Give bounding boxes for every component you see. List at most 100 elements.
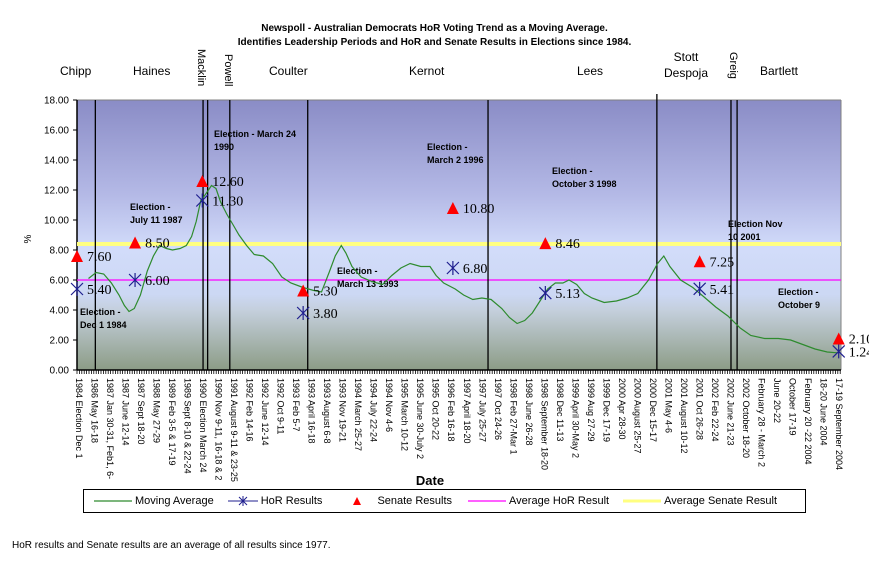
election-annotation: Election - October 9	[778, 287, 820, 310]
senate-result-marker: 8.46	[539, 237, 580, 252]
election-annotation-line: 1990	[214, 142, 234, 152]
hor-result-marker: 6.00	[128, 273, 170, 289]
leader-label-coulter: Coulter	[269, 64, 308, 78]
x-tick-label: 1998 Dec 11-13	[555, 378, 565, 441]
triangle-marker-icon	[196, 175, 209, 187]
x-tick-label: 1997 July 25-27	[477, 378, 487, 442]
election-annotation: Election - March 13 1993	[337, 266, 399, 289]
x-tick-label: 18-20 June 2004	[818, 378, 828, 446]
triangle-marker-icon	[539, 237, 552, 250]
y-tick-label: 16.00	[44, 126, 69, 137]
election-annotation-line: July 11 1987	[130, 215, 183, 225]
senate-result-label: 2.10	[849, 333, 869, 348]
hor-result-label: 3.80	[313, 307, 338, 322]
leader-label-lees: Lees	[577, 64, 604, 78]
x-tick-label: 1991 August 9-11 & 23-25	[229, 378, 239, 482]
plot-area	[77, 100, 841, 370]
hor-result-marker: 5.41	[693, 281, 735, 298]
election-annotation-line: Election -	[552, 166, 593, 176]
legend-label: Senate Results	[377, 495, 453, 507]
hor-result-label: 5.41	[710, 283, 735, 298]
y-axis-title: %	[23, 234, 34, 243]
x-tick-label: 17-19 September 2004	[834, 378, 844, 470]
election-annotation: Election Nov 10 2001	[728, 219, 783, 242]
y-tick-label: 12.00	[44, 186, 69, 197]
election-annotation-line: Election -	[427, 142, 468, 152]
election-annotation-line: October 9	[778, 300, 820, 310]
election-annotation-line: Election -	[337, 266, 378, 276]
triangle-marker-icon	[446, 202, 459, 214]
election-annotations: Election - Dec 1 1984 Election - July 11 19…	[80, 129, 820, 330]
legend-label: HoR Results	[260, 495, 323, 507]
x-tick-label: 1990 Nov 9-11, 16-18 & 2	[214, 378, 224, 480]
average-lines	[77, 242, 841, 281]
senate-result-marker: 7.25	[693, 255, 735, 270]
y-tick-label: 0.00	[50, 366, 70, 377]
x-tick-label: 2002 June 21-23	[725, 378, 735, 446]
election-annotation: Election - March 24 1990	[214, 129, 296, 152]
x-tick-label: 1990 Election March 24	[198, 378, 208, 473]
star-marker-icon	[538, 286, 552, 301]
x-tick-label: 1989 Feb 3-5 & 17-19	[167, 378, 177, 466]
leader-label-kernot: Kernot	[409, 64, 445, 78]
x-tick-label: 1999 Aug 27-29	[586, 378, 596, 442]
senate-result-label: 7.25	[710, 255, 735, 270]
x-tick-label: 2001 Oct 26-28	[694, 378, 704, 440]
y-axis: 0.00 2.00 4.00 6.00 8.00 10.00 12.00 14.00 16.00…	[44, 96, 78, 377]
y-tick-label: 2.00	[50, 336, 70, 347]
x-tick-label: 1993 April 16-18	[307, 378, 317, 444]
legend-star-icon	[227, 496, 258, 506]
x-tick-label: 1989 Sept 8-10 & 22-24	[183, 378, 193, 474]
senate-result-marker: 7.60	[71, 250, 112, 265]
triangle-marker-icon	[71, 250, 83, 262]
legend-item-average-senate: Average Senate Result	[623, 495, 777, 507]
hor-result-label: 6.00	[145, 274, 170, 289]
legend-label: Moving Average	[135, 495, 214, 507]
senate-result-label: 8.46	[555, 237, 580, 252]
legend-item-hor-results: HoR Results	[227, 495, 323, 507]
x-tick-label: 1987 June 12-14	[121, 378, 131, 446]
senate-result-label: 8.50	[145, 237, 170, 252]
leader-label-macklin: Macklin	[195, 49, 207, 87]
x-tick-label: 1995 Oct 20-22	[431, 378, 441, 440]
hor-result-marker: 6.80	[446, 261, 488, 277]
x-tick-label: 1997 Oct 24-26	[493, 378, 503, 440]
legend-item-moving-average: Moving Average	[94, 495, 214, 507]
election-annotation-line: Dec 1 1984	[80, 320, 127, 330]
y-tick-label: 10.00	[44, 216, 69, 227]
star-marker-icon	[195, 193, 209, 208]
x-tick-label: 1998 Feb 27-Mar 1	[508, 378, 518, 455]
footnote: HoR results and Senate results are an av…	[12, 540, 331, 551]
election-annotation-line: Election - March 24	[214, 129, 296, 139]
x-tick-label: 1992 Feb 14-16	[245, 378, 255, 442]
senate-result-label: 5.30	[313, 285, 338, 300]
election-annotation-line: Election -	[778, 287, 819, 297]
x-tick-label: 1984 Election Dec 1	[74, 378, 84, 459]
election-annotation-line: October 3 1998	[552, 179, 617, 189]
senate-result-marker: 2.10	[832, 332, 869, 348]
x-tick-label: 1987 Jan 30-31, Feb1, 6-	[105, 378, 115, 479]
star-marker-icon	[446, 261, 460, 275]
hor-result-marker: 1.24	[832, 344, 869, 360]
senate-result-marker: 8.50	[129, 236, 170, 252]
star-marker-icon	[70, 282, 84, 296]
election-annotation-line: March 2 1996	[427, 155, 484, 165]
senate-result-marker: 12.60	[196, 175, 244, 190]
x-tick-label: 1999 April 30-May 2	[570, 378, 580, 458]
hor-result-label: 5.40	[87, 283, 112, 298]
hor-result-label: 6.80	[463, 262, 488, 277]
x-tick-label: February 20 -22 2004	[803, 378, 813, 465]
x-tick-label: 1995 March 10-12	[400, 378, 410, 451]
election-annotation-line: Election -	[130, 202, 171, 212]
leader-label-haines: Haines	[133, 64, 171, 78]
leader-label-greig: Greig	[727, 52, 739, 79]
x-tick-label: 2000 August 25-27	[632, 378, 642, 454]
x-tick-label: 1996 Feb 16-18	[446, 378, 456, 442]
star-marker-icon	[128, 273, 142, 287]
hor-result-label: 5.13	[555, 287, 580, 302]
triangle-marker-icon	[693, 255, 706, 268]
x-tick-label: 2000 Dec 15-17	[648, 378, 658, 442]
hor-result-label: 1.24	[849, 345, 869, 360]
election-annotation-line: Election -	[80, 307, 121, 317]
y-tick-label: 18.00	[44, 96, 69, 107]
